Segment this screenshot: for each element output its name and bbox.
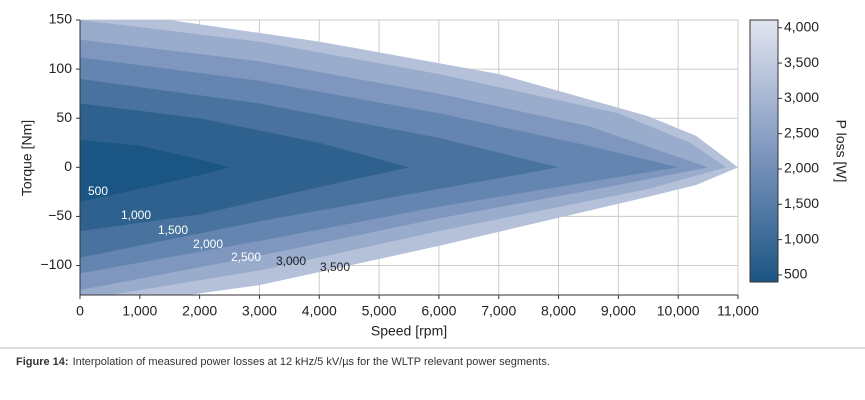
colorbar-tick-label: 500 — [784, 266, 808, 282]
caption-label: Figure 14: — [16, 356, 69, 368]
caption: Figure 14: Interpolation of measured powe… — [16, 356, 550, 368]
caption-text: Interpolation of measured power losses a… — [73, 356, 550, 368]
contour-label: 2,000 — [193, 237, 223, 251]
axes: 0 1,000 2,000 3,000 4,000 5,000 6,000 7,000 8,00… — [40, 11, 759, 319]
x-tick-label: 1,000 — [122, 303, 157, 319]
plot-area — [80, 20, 738, 295]
x-tick-label: 10,000 — [657, 303, 700, 319]
contour-label: 3,500 — [320, 260, 350, 274]
y-tick-label: 0 — [64, 158, 72, 174]
x-tick-label: 4,000 — [302, 303, 337, 319]
colorbar-tick-label: 4,000 — [784, 18, 819, 34]
y-tick-label: 150 — [49, 11, 73, 27]
colorbar-title: P loss [W] — [833, 120, 849, 183]
colorbar — [749, 19, 779, 283]
x-tick-label: 2,000 — [182, 303, 217, 319]
colorbar-tick-label: 1,000 — [784, 230, 819, 246]
contour-region — [80, 103, 409, 232]
x-tick-label: 0 — [76, 303, 84, 319]
x-tick-label: 11,000 — [717, 303, 759, 319]
contour-label: 1,000 — [121, 208, 151, 222]
x-tick-label: 3,000 — [242, 303, 277, 319]
x-tick-label: 6,000 — [421, 303, 456, 319]
y-axis-title: Torque [Nm] — [19, 120, 35, 196]
colorbar-tick-label: 3,000 — [784, 89, 819, 105]
colorbar-tick-label: 2,000 — [784, 160, 819, 176]
contour-label: 500 — [88, 184, 108, 198]
x-tick-label: 7,000 — [481, 303, 516, 319]
x-tick-label: 5,000 — [362, 303, 397, 319]
y-tick-label: −100 — [40, 256, 72, 272]
y-tick-label: −50 — [48, 207, 72, 223]
contour-label: 1,500 — [158, 223, 188, 237]
colorbar-tick-label: 2,500 — [784, 124, 819, 140]
colorbar-tick-label: 3,500 — [784, 54, 819, 70]
x-tick-label: 8,000 — [541, 303, 576, 319]
x-axis-title: Speed [rpm] — [371, 323, 447, 339]
contour-label: 2,500 — [231, 250, 261, 264]
y-tick-label: 100 — [49, 60, 73, 76]
y-tick-label: 50 — [56, 109, 72, 125]
colorbar-tick-label: 1,500 — [784, 195, 819, 211]
contour-label: 3,000 — [276, 254, 306, 268]
x-tick-label: 9,000 — [601, 303, 636, 319]
contour-region — [80, 139, 230, 202]
